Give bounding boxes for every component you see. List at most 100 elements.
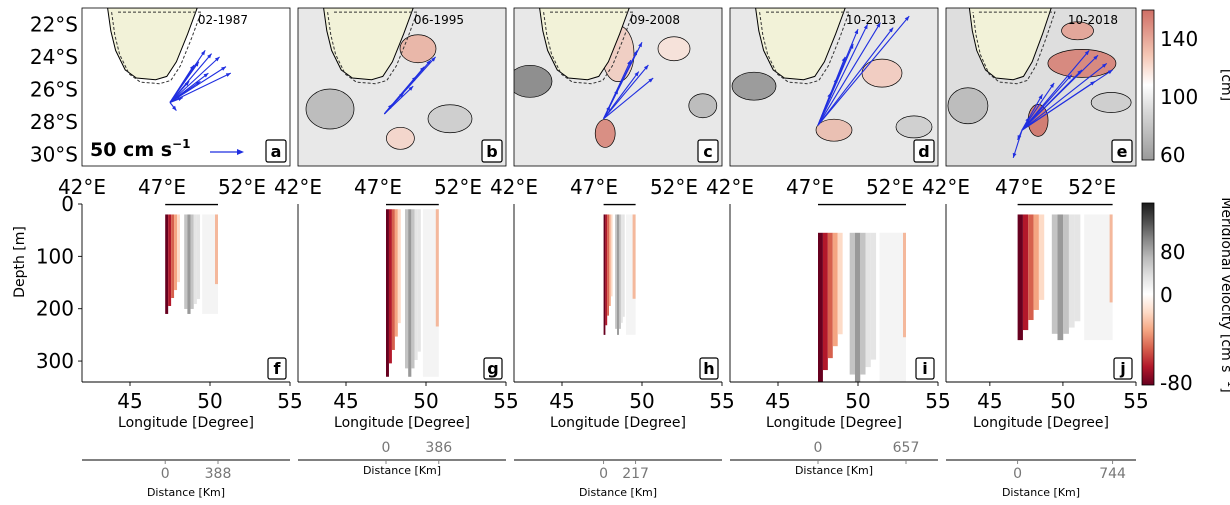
sea-level-anomaly <box>657 36 691 62</box>
current-vector <box>603 64 649 120</box>
sea-level-anomaly <box>1047 49 1117 78</box>
current-vector <box>169 72 209 103</box>
velocity-band-southward <box>837 232 843 335</box>
panel-letter: a <box>271 142 282 161</box>
map-content-c <box>514 8 718 148</box>
velocity-band-southward <box>1028 214 1034 321</box>
current-vector <box>1021 74 1073 131</box>
panel-letter: d <box>918 142 929 161</box>
current-vector-head <box>1093 55 1098 60</box>
velocity-section-g <box>386 209 439 377</box>
map-x-tick: 52°E <box>650 175 698 199</box>
current-vector-head <box>833 78 838 84</box>
current-vector-head <box>1084 50 1090 56</box>
current-vector-head <box>431 56 436 62</box>
map-x-tick: 52°E <box>1068 175 1116 199</box>
velocity-band-southward <box>603 214 606 335</box>
section-x-tick: 55 <box>925 389 950 413</box>
current-vector-head <box>1107 69 1113 75</box>
map-x-tick: 52°E <box>434 175 482 199</box>
sea-level-colorbar: 140 100 60 [cm] <box>1141 9 1230 167</box>
velocity-band-southward <box>607 214 609 316</box>
velocity-band-weak <box>422 209 439 377</box>
velocity-band-edge <box>1109 214 1113 303</box>
depth-tick: 0 <box>61 192 74 216</box>
map-x-tick: 47°E <box>786 175 834 199</box>
sea-level-anomaly <box>731 71 777 101</box>
map-content-b <box>305 8 473 150</box>
panel-letter: c <box>703 142 712 161</box>
current-vector-head <box>214 56 220 62</box>
velocity-band-northward <box>870 232 877 360</box>
panel-letter: e <box>1117 142 1128 161</box>
map-x-tick: 52°E <box>866 175 914 199</box>
sea-level-anomaly <box>1090 92 1132 113</box>
panel-date: 10-2013 <box>846 13 896 27</box>
velocity-band-northward <box>1063 214 1069 334</box>
current-vector-head <box>1090 81 1096 86</box>
current-vector-head <box>904 16 910 21</box>
map-x-tick: 42°E <box>922 175 970 199</box>
map-frame <box>81 7 291 167</box>
velocity-band-southward <box>1033 214 1039 310</box>
panel-letter-box <box>915 357 935 380</box>
panel-letter: g <box>487 359 498 378</box>
panel-letter-box <box>1113 357 1133 380</box>
velocity-band-northward <box>187 214 191 314</box>
sea-level-anomaly <box>427 104 473 134</box>
section-x-tick: 45 <box>117 389 142 413</box>
map-content-d <box>731 8 933 142</box>
depth-tick: 200 <box>36 297 74 321</box>
current-vector <box>169 80 190 103</box>
current-vector-head <box>172 105 177 111</box>
velocity-band-southward <box>397 209 401 324</box>
section-x-tick: 55 <box>493 389 518 413</box>
sea-level-anomaly <box>947 87 989 125</box>
map-x-tick: 42°E <box>490 175 538 199</box>
madagascar-land <box>539 8 630 81</box>
velocity-section-h <box>603 214 636 335</box>
current-vector-head <box>207 53 212 59</box>
panel-letter: f <box>274 359 282 378</box>
velocity-band-northward <box>620 214 623 323</box>
depth-tick: 100 <box>36 244 74 268</box>
velocity-band-southward <box>1022 214 1029 331</box>
map-frame <box>513 7 723 167</box>
current-vector-head <box>201 50 206 56</box>
distance-tick: 0 <box>382 440 391 456</box>
velocity-colorbar: 80 0 -80 Meridional velocity [cm s−1] <box>1141 197 1230 395</box>
section-x-tick: 55 <box>277 389 302 413</box>
velocity-band-northward <box>1057 214 1064 341</box>
sea-level-colorbar-unit: [cm] <box>1218 69 1230 101</box>
panel-letter: b <box>486 142 497 161</box>
current-vector-head <box>1067 74 1072 80</box>
distance-axis-label: Distance [Km] <box>363 464 441 477</box>
map-frame <box>729 7 939 167</box>
velocity-section-i <box>818 232 906 382</box>
velocity-band-northward <box>190 214 194 309</box>
madagascar-land <box>755 8 846 81</box>
velocity-band-northward <box>1074 214 1081 322</box>
velocity-band-southward <box>388 209 392 364</box>
velocity-band-southward <box>171 214 175 299</box>
distance-tick: 0 <box>161 466 170 482</box>
velocity-band-southward <box>394 209 398 337</box>
current-vector-head <box>876 22 881 28</box>
shelf-contour <box>327 11 418 85</box>
velocity-band-southward <box>168 214 172 306</box>
velocity-band-northward <box>405 209 409 369</box>
map-x-tick: 52°E <box>218 175 266 199</box>
velocity-band-southward <box>177 214 180 283</box>
current-vector <box>1021 80 1096 131</box>
panel-letter-box <box>483 357 503 380</box>
current-vector-head <box>1077 69 1082 75</box>
current-vector <box>1021 69 1083 131</box>
sea-level-anomaly <box>594 119 616 148</box>
current-vector-head <box>1025 117 1030 123</box>
current-vector <box>817 92 832 126</box>
panel-letter: i <box>922 359 927 378</box>
velocity-band-southward <box>391 209 395 350</box>
depth-tick: 300 <box>36 349 74 373</box>
current-vector-head <box>225 73 231 77</box>
